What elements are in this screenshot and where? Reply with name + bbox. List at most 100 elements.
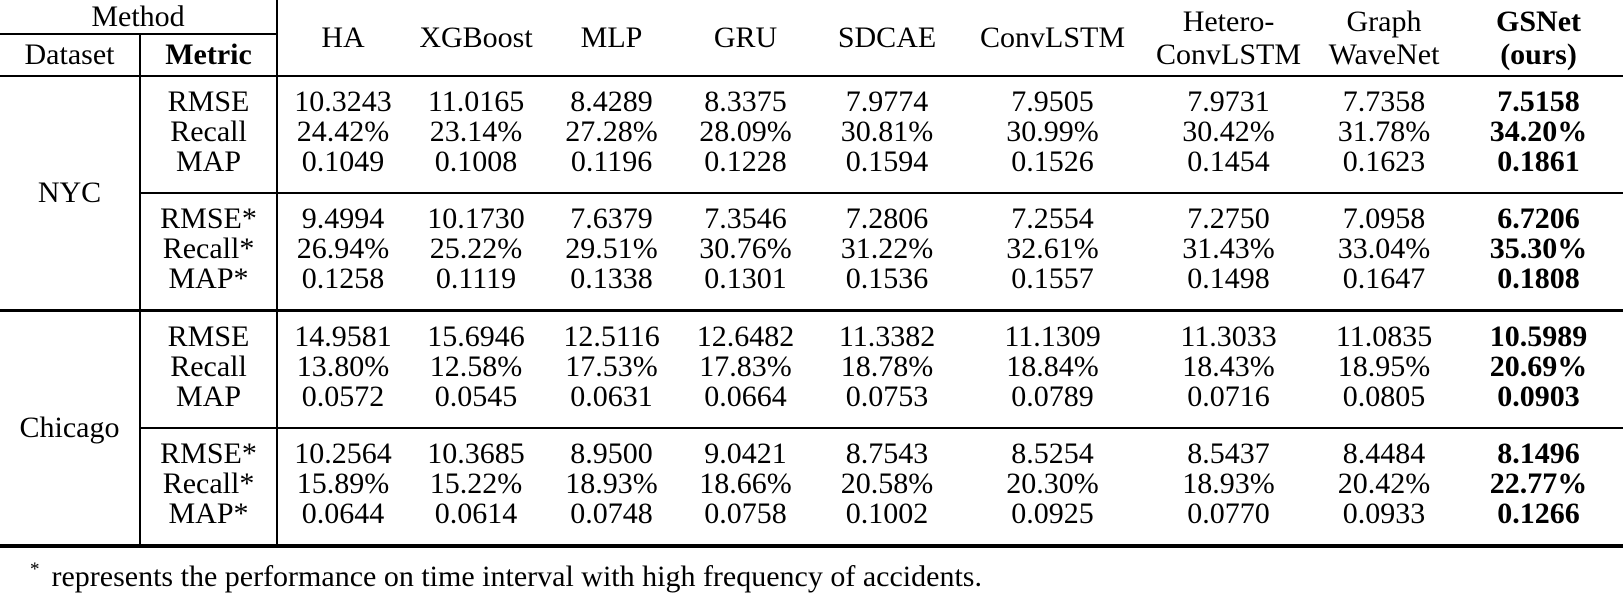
value-cell: 7.6379 (570, 202, 653, 235)
table-row: Recall 13.80% 12.58% 17.53% 17.83% 18.78… (0, 352, 1623, 382)
value-cell: 9.4994 (301, 202, 385, 235)
value-cell: 15.89% (296, 467, 390, 500)
value-cell: 0.0903 (1454, 382, 1623, 429)
value-cell: 7.2554 (1011, 202, 1094, 235)
value-cell: 32.61% (1006, 232, 1099, 265)
table-row: NYC RMSE 10.3243 11.0165 8.4289 8.3375 7… (0, 76, 1623, 312)
value-cell: 8.5437 (1187, 437, 1270, 470)
col-header-hetero-convlstm: Hetero- ConvLSTM (1143, 0, 1315, 77)
value-cell: 35.30% (1489, 232, 1588, 265)
value-cell: 0.0664 (679, 382, 813, 429)
value-cell: 10.1730 (427, 202, 525, 235)
value-cell: 18.93% (565, 467, 658, 500)
col-header-sdcae: SDCAE (812, 0, 963, 77)
value-cell: 0.0545 (408, 382, 545, 429)
value-cell: 0.1454 (1143, 147, 1315, 194)
value-cell: 8.4289 (570, 85, 653, 118)
value-cell: 0.0753 (812, 382, 963, 429)
value-cell: 13.80% (296, 350, 390, 383)
value-cell: 0.1002 (812, 499, 963, 548)
col-header-xgboost: XGBoost (408, 0, 545, 77)
value-cell: 12.5116 (563, 320, 660, 353)
col-header-line: WaveNet (1328, 37, 1440, 71)
metric-cell: MAP (140, 382, 279, 429)
value-cell: 30.81% (840, 115, 934, 148)
metric-cell: Recall (140, 352, 279, 382)
metric-cell: MAP (140, 147, 279, 194)
value-cell: 0.1536 (812, 264, 963, 312)
value-cell: 9.0421 (704, 437, 787, 470)
value-cell: 23.14% (429, 115, 523, 148)
metric-cell: RMSE* (140, 193, 279, 234)
col-header-line: ConvLSTM (1156, 37, 1302, 71)
value-cell: 12.6482 (696, 320, 795, 353)
value-cell: 10.3243 (294, 85, 392, 118)
value-cell: 11.3382 (838, 320, 936, 353)
col-header-line: GSNet (1496, 4, 1582, 38)
col-header-gru: GRU (679, 0, 813, 77)
value-cell: 24.42% (296, 115, 390, 148)
table-row: MAP 0.0572 0.0545 0.0631 0.0664 0.0753 0… (0, 382, 1623, 429)
value-cell: 0.0716 (1143, 382, 1315, 429)
metric-cell: RMSE (140, 310, 279, 352)
value-cell: 0.1526 (962, 147, 1144, 194)
metric-cell: RMSE (140, 76, 279, 117)
value-cell: 0.1594 (812, 147, 963, 194)
value-cell: 0.1301 (679, 264, 813, 312)
value-cell: 8.5254 (1011, 437, 1094, 470)
header-row-dataset-metric: Dataset Metric (0, 34, 1623, 77)
value-cell: 10.5989 (1489, 320, 1588, 353)
value-cell: 7.7358 (1342, 85, 1426, 118)
value-cell: 10.2564 (294, 437, 392, 470)
value-cell: 17.53% (565, 350, 658, 383)
value-cell: 0.1557 (962, 264, 1144, 312)
value-cell: 8.9500 (570, 437, 653, 470)
header-row-method: Method HA XGBoost MLP GRU SDCAE ConvLSTM… (0, 0, 1623, 77)
value-cell: 0.0758 (679, 499, 813, 548)
value-cell: 17.83% (699, 350, 792, 383)
table-row: Recall* 26.94% 25.22% 29.51% 30.76% 31.2… (0, 234, 1623, 264)
value-cell: 18.43% (1182, 350, 1275, 383)
value-cell: 30.76% (699, 232, 792, 265)
table-row: RMSE* 9.4994 10.1730 7.6379 7.3546 7.280… (0, 193, 1623, 234)
value-cell: 14.9581 (294, 320, 392, 353)
value-cell: 11.1309 (1004, 320, 1101, 353)
value-cell: 15.6946 (427, 320, 525, 353)
value-cell: 7.2750 (1187, 202, 1270, 235)
value-cell: 0.0644 (277, 499, 409, 548)
value-cell: 7.9774 (845, 85, 929, 118)
method-header: Method (0, 0, 279, 35)
table-row: MAP 0.1049 0.1008 0.1196 0.1228 0.1594 0… (0, 147, 1623, 194)
value-cell: 27.28% (565, 115, 658, 148)
col-header-line: (ours) (1500, 37, 1577, 71)
value-cell: 0.0925 (962, 499, 1144, 548)
metric-cell: MAP* (140, 499, 279, 548)
value-cell: 15.22% (429, 467, 523, 500)
footnote-marker: * (30, 559, 40, 580)
value-cell: 7.2806 (845, 202, 929, 235)
col-header-line: Hetero- (1182, 4, 1275, 38)
col-header-gsnet-ours: GSNet (ours) (1454, 0, 1623, 77)
value-cell: 7.5158 (1497, 85, 1580, 118)
value-cell: 18.93% (1182, 467, 1275, 500)
value-cell: 0.0789 (962, 382, 1144, 429)
value-cell: 31.43% (1182, 232, 1275, 265)
value-cell: 0.1266 (1454, 499, 1623, 548)
metric-cell: RMSE* (140, 428, 279, 469)
value-cell: 0.1258 (277, 264, 409, 312)
value-cell: 0.1498 (1143, 264, 1315, 312)
value-cell: 0.0748 (544, 499, 680, 548)
col-header-line: Graph (1346, 4, 1422, 38)
value-cell: 18.78% (840, 350, 934, 383)
value-cell: 18.66% (699, 467, 792, 500)
value-cell: 33.04% (1337, 232, 1431, 265)
value-cell: 31.22% (840, 232, 934, 265)
value-cell: 7.0958 (1342, 202, 1426, 235)
col-header-mlp: MLP (544, 0, 680, 77)
value-cell: 28.09% (699, 115, 792, 148)
value-cell: 20.58% (840, 467, 934, 500)
value-cell: 0.0631 (544, 382, 680, 429)
value-cell: 34.20% (1489, 115, 1588, 148)
value-cell: 0.1196 (544, 147, 680, 194)
